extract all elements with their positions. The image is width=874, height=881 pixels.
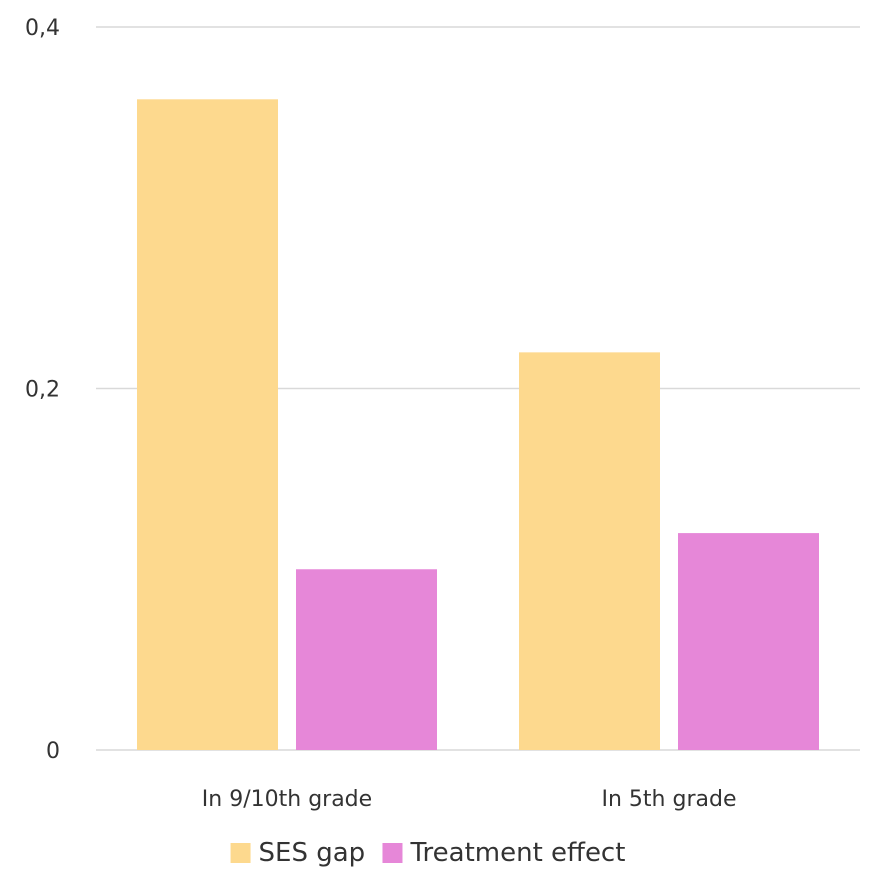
bar-treatment-effect: [678, 533, 819, 750]
y-axis-ticks: 0 0,2 0,4: [25, 16, 60, 764]
legend-swatch: [230, 843, 251, 863]
legend-swatch: [382, 843, 403, 863]
x-axis-ticks: In 9/10th grade In 5th grade: [202, 787, 737, 812]
bar-ses-gap: [519, 352, 660, 750]
x-tick-label: In 9/10th grade: [202, 787, 372, 812]
legend: SES gap Treatment effect: [230, 838, 625, 868]
y-tick-label: 0: [46, 739, 60, 764]
y-tick-label: 0,4: [25, 16, 60, 41]
legend-label: SES gap: [259, 838, 366, 868]
bars: [137, 99, 819, 751]
bar-ses-gap: [137, 99, 278, 751]
bar-treatment-effect: [296, 569, 437, 750]
y-tick-label: 0,2: [25, 378, 60, 403]
x-tick-label: In 5th grade: [602, 787, 737, 812]
legend-label: Treatment effect: [409, 838, 625, 868]
